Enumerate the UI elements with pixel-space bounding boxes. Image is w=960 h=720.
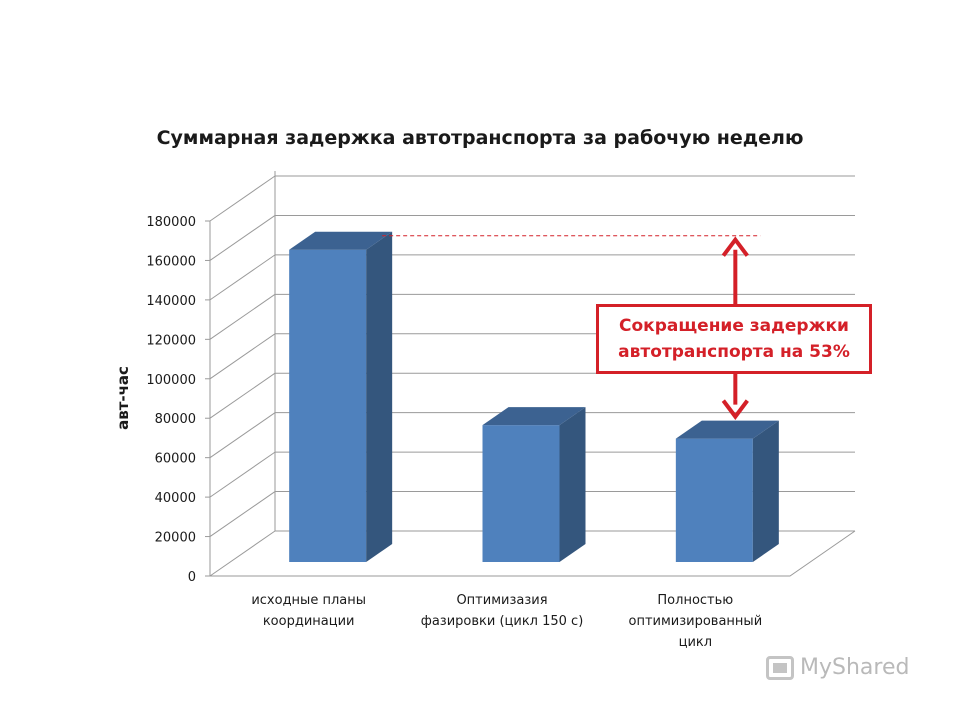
y-tick-label: 40000 bbox=[155, 491, 196, 506]
y-tick-label: 0 bbox=[188, 570, 196, 585]
x-axis-categories: исходные планы координации Оптимизазия фази… bbox=[251, 593, 762, 650]
grid-line-side bbox=[209, 412, 276, 459]
bar-side bbox=[752, 420, 779, 562]
category-label: координации bbox=[263, 614, 355, 629]
grid-line-side bbox=[209, 175, 276, 222]
bars bbox=[289, 231, 779, 562]
bar-front bbox=[675, 438, 753, 562]
bar-top bbox=[675, 420, 779, 439]
y-tick-label: 120000 bbox=[146, 333, 196, 348]
y-tick-label: 80000 bbox=[155, 412, 196, 427]
grid-line-side bbox=[209, 491, 276, 537]
y-tick-label: 180000 bbox=[146, 215, 196, 230]
watermark: MyShared bbox=[766, 655, 909, 680]
category-label: цикл bbox=[679, 635, 712, 650]
callout-line-2: автотранспорта на 53% bbox=[618, 342, 850, 362]
y-tick-label: 60000 bbox=[155, 452, 196, 467]
category-label: оптимизированный bbox=[629, 614, 763, 629]
grid-line-side bbox=[209, 215, 276, 261]
grid-line-side bbox=[209, 254, 276, 301]
y-tick-label: 160000 bbox=[146, 254, 196, 269]
floor-edge bbox=[210, 530, 856, 577]
reduction-callout: Сокращение задержки автотранспорта на 53… bbox=[596, 304, 872, 374]
grid-line-side bbox=[209, 530, 276, 577]
y-tick-label: 20000 bbox=[155, 531, 196, 546]
bar-front bbox=[289, 249, 367, 562]
y-tick-label: 100000 bbox=[146, 373, 196, 388]
bar-side bbox=[559, 407, 586, 562]
grid-line-side bbox=[209, 372, 276, 419]
bar-top bbox=[289, 231, 393, 250]
chart-title: Суммарная задержка автотранспорта за раб… bbox=[157, 127, 804, 149]
y-axis-label: авт-час bbox=[114, 366, 132, 430]
category-label: фазировки (цикл 150 с) bbox=[421, 614, 584, 629]
bar-top bbox=[482, 407, 586, 426]
arrow-head-down bbox=[721, 399, 749, 420]
category-label: Оптимизазия bbox=[456, 593, 547, 608]
bar-side bbox=[366, 231, 393, 562]
y-axis-ticks: 0 20000 40000 60000 80000 100000 120000 140000 1… bbox=[146, 215, 210, 585]
grid-line-side bbox=[209, 451, 276, 498]
y-tick-label: 140000 bbox=[146, 294, 196, 309]
grid-line-side bbox=[209, 293, 276, 340]
bar-front bbox=[482, 425, 560, 562]
grid-line-side bbox=[209, 333, 276, 380]
category-label: исходные планы bbox=[251, 593, 366, 608]
arrow-head-up bbox=[721, 236, 749, 257]
watermark-logo-icon bbox=[766, 655, 794, 680]
category-label: Полностью bbox=[657, 593, 733, 608]
watermark-text: MyShared bbox=[800, 655, 910, 680]
callout-line-1: Сокращение задержки bbox=[619, 316, 849, 336]
